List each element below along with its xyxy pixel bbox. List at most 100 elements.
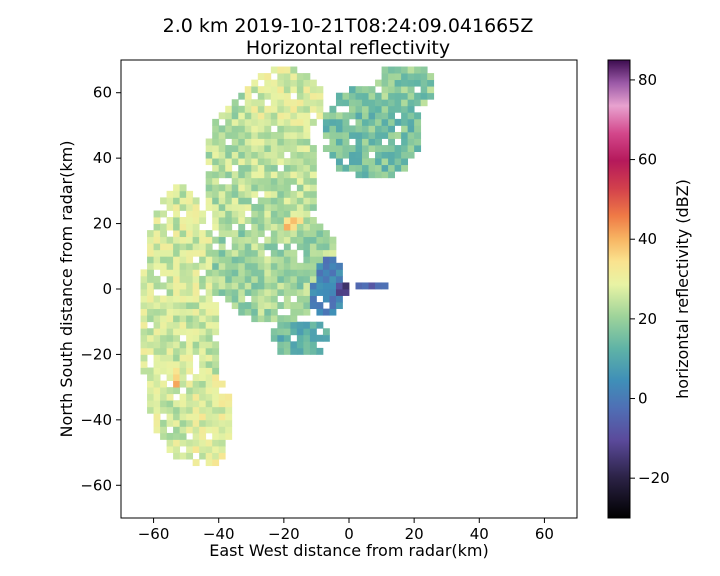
reflectivity-cell — [329, 125, 337, 133]
reflectivity-cell — [329, 145, 337, 152]
reflectivity-cell — [212, 354, 220, 362]
reflectivity-cell — [153, 236, 161, 244]
reflectivity-cell — [303, 249, 311, 257]
reflectivity-cell — [153, 295, 161, 303]
reflectivity-cell — [205, 341, 213, 349]
reflectivity-cell — [166, 360, 174, 368]
reflectivity-cell — [212, 282, 220, 290]
reflectivity-cell — [192, 269, 200, 277]
reflectivity-cell — [283, 131, 291, 139]
reflectivity-cell — [192, 374, 200, 381]
reflectivity-cell — [244, 203, 252, 211]
reflectivity-cell — [153, 308, 161, 316]
reflectivity-cell — [375, 79, 382, 87]
reflectivity-cell — [192, 413, 200, 421]
reflectivity-cell — [147, 275, 154, 283]
reflectivity-cell — [335, 282, 343, 290]
reflectivity-cell — [283, 282, 291, 290]
reflectivity-cell — [231, 243, 239, 251]
colorbar-tick-label: 0 — [638, 390, 648, 408]
reflectivity-cell — [414, 131, 422, 139]
reflectivity-cell — [244, 262, 252, 270]
reflectivity-cell — [290, 203, 298, 211]
reflectivity-cell — [179, 432, 187, 440]
reflectivity-cell — [368, 99, 376, 107]
reflectivity-cell — [160, 197, 167, 205]
reflectivity-cell — [218, 210, 226, 218]
reflectivity-cell — [394, 131, 402, 139]
reflectivity-cell — [231, 249, 239, 257]
reflectivity-cell — [316, 92, 324, 100]
reflectivity-cell — [238, 112, 246, 120]
reflectivity-cell — [270, 118, 278, 126]
reflectivity-cell — [381, 66, 389, 74]
reflectivity-cell — [212, 249, 220, 257]
reflectivity-cell — [225, 184, 233, 192]
reflectivity-cell — [329, 275, 337, 283]
reflectivity-cell — [160, 367, 167, 375]
reflectivity-cell — [186, 243, 194, 251]
reflectivity-cell — [186, 347, 194, 355]
reflectivity-cell — [212, 236, 220, 244]
reflectivity-cell — [225, 171, 233, 179]
reflectivity-cell — [283, 302, 291, 310]
colorbar-tick-label: 20 — [638, 310, 657, 328]
reflectivity-cell — [257, 223, 265, 231]
reflectivity-cell — [153, 360, 161, 368]
reflectivity-cell — [296, 151, 304, 159]
reflectivity-cell — [192, 275, 200, 283]
reflectivity-cell — [225, 210, 233, 218]
reflectivity-cell — [244, 190, 252, 198]
reflectivity-cell — [283, 112, 291, 120]
reflectivity-cell — [212, 360, 220, 368]
reflectivity-cell — [264, 105, 272, 113]
reflectivity-cell — [283, 92, 291, 100]
reflectivity-cell — [329, 282, 337, 290]
reflectivity-cell — [270, 66, 278, 74]
reflectivity-cell — [381, 151, 389, 159]
reflectivity-cell — [173, 184, 181, 192]
reflectivity-cell — [160, 400, 167, 408]
reflectivity-cell — [342, 92, 350, 100]
reflectivity-cell — [316, 99, 324, 107]
reflectivity-cell — [303, 347, 311, 355]
reflectivity-cell — [296, 158, 304, 166]
reflectivity-cell — [290, 171, 298, 179]
reflectivity-cell — [309, 118, 317, 126]
reflectivity-cell — [166, 321, 174, 329]
reflectivity-cell — [381, 145, 389, 152]
reflectivity-cell — [277, 190, 285, 198]
reflectivity-cell — [335, 302, 343, 310]
reflectivity-cell — [160, 354, 167, 362]
reflectivity-cell — [270, 151, 278, 159]
reflectivity-cell — [277, 112, 285, 120]
reflectivity-cell — [296, 341, 304, 349]
reflectivity-cell — [264, 282, 272, 290]
reflectivity-cell — [277, 92, 285, 100]
reflectivity-cell — [277, 158, 285, 166]
reflectivity-cell — [290, 158, 298, 166]
reflectivity-cell — [355, 282, 363, 290]
reflectivity-cell — [153, 380, 161, 388]
reflectivity-cell — [368, 171, 376, 179]
reflectivity-cell — [140, 360, 148, 368]
reflectivity-cell — [199, 321, 207, 329]
reflectivity-cell — [342, 164, 350, 172]
reflectivity-cell — [296, 79, 304, 87]
reflectivity-cell — [140, 269, 148, 277]
reflectivity-cell — [290, 73, 298, 81]
reflectivity-cell — [192, 432, 200, 440]
reflectivity-cell — [225, 190, 233, 198]
reflectivity-cell — [179, 243, 187, 251]
reflectivity-cell — [303, 269, 311, 277]
reflectivity-cell — [309, 158, 317, 166]
reflectivity-cell — [179, 230, 187, 238]
reflectivity-cell — [199, 230, 207, 238]
reflectivity-cell — [147, 387, 154, 395]
reflectivity-cell — [244, 112, 252, 120]
reflectivity-cell — [270, 79, 278, 87]
reflectivity-cell — [342, 145, 350, 152]
reflectivity-cell — [296, 302, 304, 310]
reflectivity-cell — [166, 432, 174, 440]
reflectivity-cell — [290, 282, 298, 290]
